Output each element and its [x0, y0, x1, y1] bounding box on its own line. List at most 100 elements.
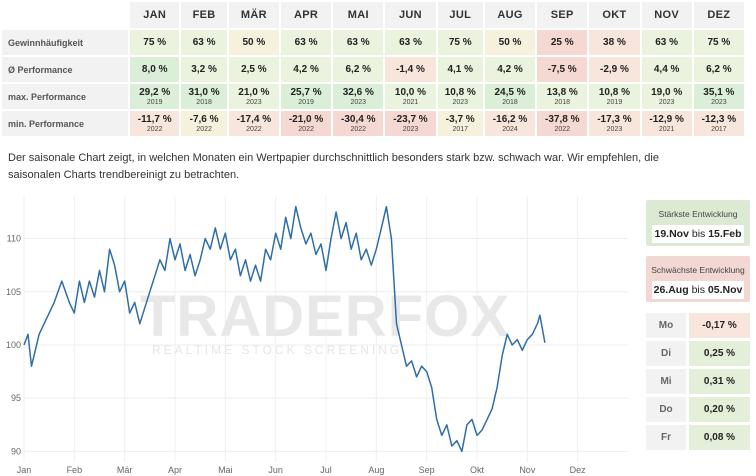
x-tick-label: Feb	[67, 465, 83, 475]
table-cell: 32,6 % 2023	[333, 84, 384, 109]
row-label: min. Performance	[2, 111, 128, 136]
y-tick-label: 105	[6, 287, 21, 297]
table-cell: 63 %	[641, 30, 692, 55]
table-cell: 4,1 %	[437, 57, 483, 82]
table-cell: -30,4 % 2022	[333, 111, 384, 136]
table-cell: 31,0 % 2018	[181, 84, 227, 109]
table-cell: -21,0 % 2022	[280, 111, 332, 136]
weekday-value: 0,20 %	[689, 397, 750, 422]
x-tick-label: Jan	[17, 465, 32, 475]
month-header: JAN	[130, 2, 180, 28]
month-header: NOV	[641, 2, 692, 28]
weekday-value: -0,17 %	[689, 313, 750, 338]
table-cell: -17,4 % 2022	[228, 111, 279, 136]
x-tick-label: Mär	[117, 465, 133, 475]
table-cell: 19,0 % 2023	[641, 84, 692, 109]
series-line	[23, 205, 546, 453]
win-rate-row: Gewinnhäufigkeit 75 % 63 % 50 % 63 % 63 …	[2, 30, 744, 55]
table-cell: -1,4 %	[385, 57, 436, 82]
seasonal-chart: TRADERFOX REALTIME STOCK SCREENING 90 95 1…	[6, 196, 628, 475]
table-cell: 10,0 % 2021	[385, 84, 436, 109]
row-label: Gewinnhäufigkeit	[2, 30, 128, 55]
x-tick-label: Mai	[218, 465, 233, 475]
table-cell: -37,8 % 2022	[537, 111, 588, 136]
table-cell: -2,9 %	[589, 57, 640, 82]
table-cell: -7,6 % 2022	[181, 111, 227, 136]
weekday-value: 0,08 %	[689, 425, 750, 450]
table-cell: 63 %	[280, 30, 332, 55]
month-header: FEB	[181, 2, 227, 28]
month-header: JUN	[385, 2, 436, 28]
weekday-row-mi: Mi 0,31 %	[646, 369, 750, 394]
table-cell: 6,2 %	[333, 57, 384, 82]
weekday-row-di: Di 0,25 %	[646, 341, 750, 366]
table-cell: 35,1 % 2023	[693, 84, 744, 109]
table-cell: 75 %	[693, 30, 744, 55]
x-tick-label: Sep	[419, 465, 435, 475]
weakest-period-title: Schwächste Entwicklung	[651, 265, 745, 275]
table-cell: 63 %	[333, 30, 384, 55]
row-label: max. Performance	[2, 84, 128, 109]
y-tick-label: 100	[6, 340, 21, 350]
table-cell: -23,7 % 2023	[385, 111, 436, 136]
weekday-row-fr: Fr 0,08 %	[646, 425, 750, 450]
table-cell: 2,5 %	[228, 57, 279, 82]
weekday-label: Mo	[646, 313, 686, 338]
table-cell: -17,3 % 2023	[589, 111, 640, 136]
table-cell: 6,2 %	[693, 57, 744, 82]
month-header: MAI	[333, 2, 384, 28]
weekday-value: 0,31 %	[689, 369, 750, 394]
x-tick-label: Dez	[570, 465, 587, 475]
table-cell: 4,2 %	[484, 57, 536, 82]
table-cell: 4,4 %	[641, 57, 692, 82]
table-cell: -7,5 %	[537, 57, 588, 82]
header-blank	[2, 2, 128, 28]
weekday-label: Mi	[646, 369, 686, 394]
table-cell: -3,7 % 2017	[437, 111, 483, 136]
x-tick-label: Nov	[519, 465, 536, 475]
max-performance-row: max. Performance 29,2 % 2019 31,0 % 2018 2…	[2, 84, 744, 109]
watermark-brand: TRADERFOX	[140, 284, 510, 349]
table-cell: 10,8 % 2019	[589, 84, 640, 109]
table-cell: 75 %	[437, 30, 483, 55]
table-cell: 29,2 % 2019	[130, 84, 180, 109]
chart-description: Der saisonale Chart zeigt, in welchen Mo…	[8, 152, 659, 181]
weekday-label: Di	[646, 341, 686, 366]
table-cell: 24,5 % 2018	[484, 84, 536, 109]
month-header: OKT	[589, 2, 640, 28]
table-cell: 21,0 % 2023	[228, 84, 279, 109]
strongest-period-box: Stärkste Entwicklung 19.Nov bis 15.Feb	[646, 200, 750, 246]
x-tick-label: Aug	[368, 465, 384, 475]
table-cell: 63 %	[181, 30, 227, 55]
chart-grid	[23, 196, 628, 462]
month-header: APR	[280, 2, 332, 28]
table-cell: 3,2 %	[181, 57, 227, 82]
weakest-period-range: 26.Aug bis 05.Nov	[652, 281, 744, 299]
x-tick-label: Jul	[320, 465, 332, 475]
strongest-period-range: 19.Nov bis 15.Feb	[652, 225, 744, 243]
table-cell: 25 %	[537, 30, 588, 55]
avg-performance-row: Ø Performance 8,0 % 3,2 % 2,5 % 4,2 % 6,…	[2, 57, 744, 82]
y-tick-label: 95	[11, 393, 21, 403]
weekday-row-do: Do 0,20 %	[646, 397, 750, 422]
month-header: AUG	[484, 2, 536, 28]
table-cell: -12,3 % 2017	[693, 111, 744, 136]
x-tick-label: Okt	[470, 465, 485, 475]
min-performance-row: min. Performance -11,7 % 2022 -7,6 % 2022 …	[2, 111, 744, 136]
watermark-tagline: REALTIME STOCK SCREENING	[152, 343, 402, 357]
table-cell: 75 %	[130, 30, 180, 55]
row-label: Ø Performance	[2, 57, 128, 82]
x-tick-label: Apr	[168, 465, 182, 475]
table-cell: 50 %	[228, 30, 279, 55]
weekday-value: 0,25 %	[689, 341, 750, 366]
table-cell: 63 %	[385, 30, 436, 55]
table-cell: -16,2 % 2024	[484, 111, 536, 136]
month-header: JUL	[437, 2, 483, 28]
table-cell: 13,8 % 2018	[537, 84, 588, 109]
table-cell: 38 %	[589, 30, 640, 55]
weekday-label: Fr	[646, 425, 686, 450]
table-cell: -11,7 % 2022	[130, 111, 180, 136]
y-axis-labels: 90 95 100 105 110	[6, 234, 21, 457]
x-axis-labels: Jan Feb Mär Apr Mai Jun Jul Aug Sep Okt Nov Dez	[17, 465, 586, 475]
y-tick-label: 110	[7, 234, 21, 244]
